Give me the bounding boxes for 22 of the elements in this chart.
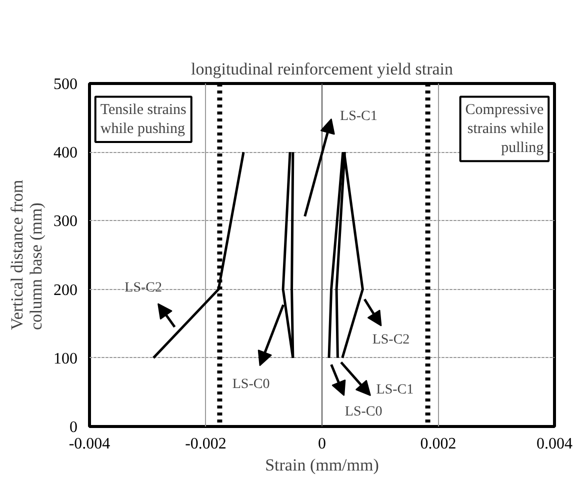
x-axis-title: Strain (mm/mm)	[265, 456, 379, 474]
y-tick-label: 300	[54, 213, 78, 230]
x-tick-label: -0.002	[185, 436, 226, 452]
annotation: Tensile strains while pushing	[100, 102, 187, 137]
x-tick-label: 0.002	[420, 436, 456, 452]
annotation: LS-C1	[340, 109, 378, 124]
y-tick-label: 0	[70, 419, 78, 436]
y-axis-title: Vertical distance from column base (mm)	[8, 180, 46, 330]
y-tick-label: 100	[54, 350, 78, 368]
y-tick-label: 200	[54, 282, 78, 299]
annotation: LS-C2	[124, 280, 162, 296]
chart-title: longitudinal reinforcement yield strain	[190, 60, 454, 78]
x-tick-label: 0.004	[536, 436, 572, 452]
x-tick-label: -0.004	[68, 436, 110, 452]
annotation: LS-C0	[344, 404, 382, 420]
annotation: LS-C1	[376, 382, 414, 398]
x-tick-label: 0	[318, 436, 326, 452]
annotation: LS-C0	[232, 376, 270, 392]
y-tick-label: 400	[54, 144, 78, 162]
annotation: LS-C2	[372, 332, 410, 348]
annotation: Compressive strains while pulling	[465, 102, 544, 156]
y-tick-label: 500	[54, 76, 78, 93]
